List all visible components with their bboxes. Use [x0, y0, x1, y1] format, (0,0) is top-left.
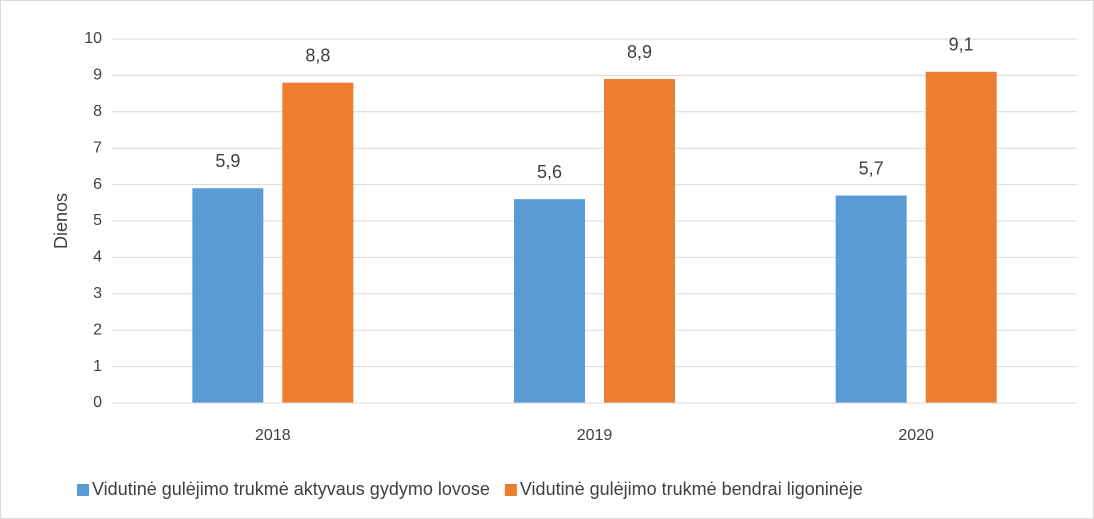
- bar: [514, 199, 585, 403]
- value-label: 8,8: [305, 45, 330, 65]
- x-tick-label: 2020: [898, 427, 934, 444]
- value-label: 5,7: [859, 158, 884, 178]
- value-label: 5,6: [537, 162, 562, 182]
- y-tick-label: 5: [93, 212, 102, 229]
- y-axis-label: Dienos: [51, 193, 71, 249]
- y-tick-label: 1: [93, 358, 102, 375]
- bar: [192, 188, 264, 403]
- y-tick-label: 9: [93, 67, 102, 84]
- legend-swatch: [77, 484, 89, 496]
- value-label: 5,9: [215, 151, 240, 171]
- bar: [604, 79, 675, 403]
- bar: [282, 82, 354, 404]
- x-tick-label: 2018: [255, 427, 291, 444]
- legend-label: Vidutinė gulėjimo trukmė aktyvaus gydymo…: [92, 479, 490, 499]
- y-tick-label: 10: [84, 30, 102, 47]
- value-label: 8,9: [627, 42, 652, 62]
- y-tick-label: 4: [93, 249, 102, 266]
- bar: [925, 71, 997, 403]
- x-tick-label: 2019: [577, 427, 613, 444]
- y-tick-label: 6: [93, 176, 102, 193]
- y-tick-label: 8: [93, 103, 102, 120]
- y-tick-label: 0: [93, 394, 102, 411]
- bar: [835, 195, 907, 403]
- y-tick-label: 7: [93, 139, 102, 156]
- legend-label: Vidutinė gulėjimo trukmė bendrai ligonin…: [520, 479, 863, 499]
- legend-swatch: [504, 484, 517, 496]
- value-label: 9,1: [949, 35, 974, 55]
- y-tick-label: 2: [93, 321, 102, 338]
- y-tick-label: 3: [93, 285, 102, 302]
